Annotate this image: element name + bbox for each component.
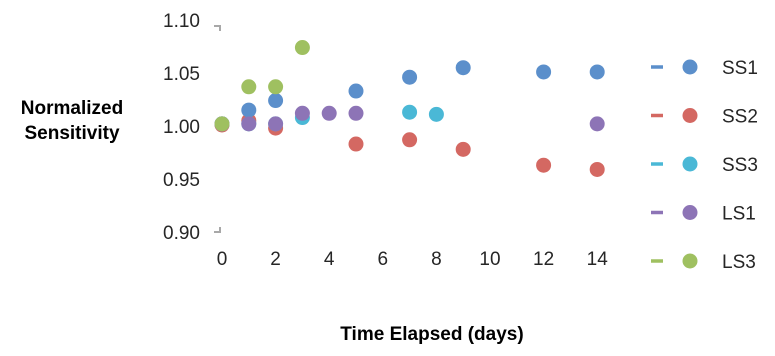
data-point-ls3 [268, 79, 284, 95]
x-tick-label: 10 [479, 249, 500, 270]
y-tick-label: 0.90 [163, 223, 200, 244]
data-point-ls1 [348, 105, 364, 121]
data-point-ss2 [589, 161, 605, 177]
data-point-ls3 [241, 79, 257, 95]
data-point-ss1 [455, 60, 471, 76]
data-point-ls1 [241, 116, 257, 132]
data-point-ls3 [294, 40, 310, 56]
legend-item-ls1: LS1 [651, 204, 756, 225]
y-axis-ticks: 0.90 0.95 1.00 1.05 1.10 [163, 11, 221, 244]
y-tick-label: 1.05 [163, 64, 200, 85]
data-point-ss2 [455, 141, 471, 157]
data-point-ss1 [268, 93, 284, 109]
x-tick-label: 6 [378, 249, 389, 270]
y-tick-label: 1.10 [163, 11, 200, 32]
error-bar-cap-top [214, 25, 221, 31]
data-point-ls1 [589, 116, 605, 132]
data-point-ss2 [348, 136, 364, 152]
x-tick-label: 14 [587, 249, 609, 270]
data-point-ss2 [536, 157, 552, 173]
data-point-ss1 [241, 102, 257, 118]
legend-item-ss1: SS1 [651, 58, 758, 79]
legend-label: LS1 [722, 204, 756, 225]
data-points [214, 40, 605, 177]
x-tick-label: 12 [533, 249, 554, 270]
data-point-ss1 [536, 64, 552, 80]
data-point-ss1 [402, 69, 418, 85]
data-point-ls1 [294, 105, 310, 121]
data-point-ss3 [428, 106, 444, 122]
legend-dot-marker [682, 108, 698, 123]
legend-item-ss2: SS2 [651, 107, 758, 128]
data-point-ss2 [402, 132, 418, 148]
x-tick-label: 0 [217, 249, 228, 270]
legend-item-ss3: SS3 [651, 155, 758, 176]
legend-label: LS3 [722, 252, 756, 273]
y-axis-title: Normalized Sensitivity [21, 98, 123, 144]
x-axis-title: Time Elapsed (days) [340, 324, 523, 345]
legend: SS1 SS2 SS3 LS1 LS3 [651, 58, 758, 273]
data-point-ss1 [589, 64, 605, 80]
legend-dot-marker [682, 205, 698, 220]
y-tick-label: 1.00 [163, 117, 200, 138]
y-axis-title-line: Normalized [21, 98, 123, 119]
legend-dot-marker [682, 156, 698, 172]
data-point-ss3 [402, 104, 418, 120]
legend-label: SS1 [722, 58, 758, 79]
legend-label: SS3 [722, 155, 758, 176]
x-axis-ticks: 0 2 4 6 8 10 12 14 [217, 249, 608, 270]
data-point-ls1 [268, 116, 284, 132]
legend-dot-marker [682, 253, 698, 269]
y-axis-title-line: Sensitivity [24, 123, 119, 144]
data-point-ls3 [214, 116, 230, 132]
legend-dot-marker [682, 59, 698, 75]
legend-label: SS2 [722, 107, 758, 128]
error-bar-cap-bottom [214, 227, 221, 233]
data-point-ls1 [321, 105, 337, 121]
x-tick-label: 4 [324, 249, 335, 270]
data-point-ss1 [348, 83, 364, 99]
x-tick-label: 8 [431, 249, 442, 270]
y-tick-label: 0.95 [163, 170, 200, 191]
legend-item-ls3: LS3 [651, 252, 756, 273]
x-tick-label: 2 [270, 249, 281, 270]
